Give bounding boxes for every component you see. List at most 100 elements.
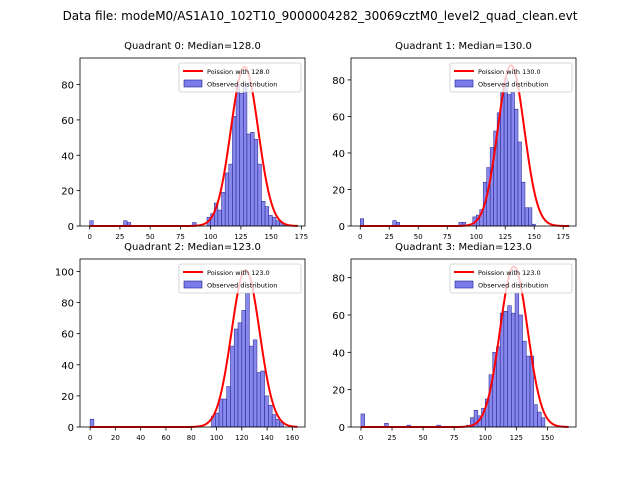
y-tick-label: 60 [61,116,74,127]
x-tick-label: 150 [541,434,554,442]
x-tick-label: 25 [115,233,124,241]
histogram-bar [275,418,280,428]
histogram-bar [256,372,262,428]
panel-title: Quadrant 1: Median=130.0 [395,41,532,52]
x-tick-label: 0 [358,233,362,241]
axes-frame [350,57,577,227]
y-tick-label: 20 [332,386,345,397]
histogram-bar [268,215,273,227]
histogram-bar [217,209,222,227]
x-tick-label: 160 [286,434,299,442]
x-tick-label: 60 [161,434,170,442]
legend-label-poisson: Poission with 130.0 [478,68,541,76]
x-tick-label: 100 [479,434,492,442]
y-tick-label: 60 [61,330,74,341]
y-tick-label: 20 [61,187,74,198]
histogram-bar [222,398,227,428]
histogram-bar [510,92,515,227]
histogram-bar [518,314,523,428]
x-tick-label: 0 [88,434,92,442]
y-tick-label: 0 [339,423,345,434]
histogram-bar [233,328,239,428]
histogram-bar [268,404,273,428]
x-tick-label: 25 [388,434,397,442]
x-tick-label: 150 [528,233,541,241]
histogram-bar [522,340,527,428]
x-tick-label: 75 [176,233,185,241]
x-tick-label: 100 [210,434,223,442]
axes-frame [79,258,306,428]
legend-bar-swatch [183,79,203,88]
panel-quadrant-1: Quadrant 1: Median=130.0 0 25 50 75 100 125 15… [332,41,577,241]
histogram-bar [260,370,265,428]
histogram-bar [526,355,531,428]
y-tick-label: 60 [332,311,345,322]
y-tick-label: 40 [61,361,74,372]
histogram-bar [537,411,542,428]
x-tick-label: 150 [264,233,277,241]
y-tick-label: 40 [332,348,345,359]
axes-frame [350,258,577,428]
legend-box [178,62,302,93]
x-tick-label: 25 [385,233,394,241]
panel-title: Quadrant 0: Median=128.0 [124,41,261,52]
x-tick-label: 125 [234,233,247,241]
histogram-bar [218,398,224,428]
histogram-bar [517,141,522,227]
x-tick-label: 120 [235,434,248,442]
x-tick-label: 75 [443,233,452,241]
histogram-bar [257,163,262,227]
x-tick-label: 0 [87,233,91,241]
histogram-bar [360,413,365,428]
histogram-bar [215,412,220,428]
axes-frame [79,57,306,227]
legend-label-observed: Observed distribution [478,282,548,290]
y-tick-label: 0 [68,222,74,233]
histogram-bar [272,216,277,227]
legend-box [449,62,573,93]
histogram-bar [237,322,243,428]
histogram-bar [507,94,512,227]
x-tick-label: 140 [260,434,273,442]
histogram-bar [503,77,508,227]
histogram-bar [514,108,519,227]
histogram-bar [496,346,501,428]
histogram-bar [228,163,233,227]
histogram-bar [511,312,516,428]
histogram-bar [249,345,254,428]
histogram-bar [261,200,266,227]
x-tick-label: 80 [187,434,196,442]
histogram-bar [226,386,231,428]
y-tick-label: 80 [61,299,74,310]
histogram-bar [241,310,246,428]
y-tick-label: 0 [68,423,74,434]
y-tick-label: 40 [332,149,345,160]
legend-bar-swatch [183,280,203,289]
legend-bar-swatch [454,79,474,88]
histogram-bar [540,417,546,428]
histogram-bar [230,345,235,428]
y-tick-label: 40 [61,151,74,162]
histogram-bar [224,172,230,227]
x-tick-label: 50 [414,233,423,241]
y-tick-label: 20 [61,392,74,403]
histogram-bar [264,395,269,428]
x-tick-label: 0 [359,434,363,442]
legend-box [449,263,573,294]
panel-title: Quadrant 3: Median=123.0 [395,242,532,253]
histogram-bar [514,292,520,428]
histogram-bar [524,207,529,227]
histogram-bar [275,220,280,227]
histogram-bar [239,93,244,227]
x-tick-label: 50 [146,233,155,241]
histogram-bar [253,139,259,227]
x-tick-label: 20 [111,434,120,442]
panel-quadrant-2: Quadrant 2: Median=123.0 0 20 40 60 80 100 120… [55,242,306,442]
legend-bar-swatch [454,280,474,289]
histogram-bar [235,84,240,227]
y-tick-label: 60 [332,112,345,123]
y-tick-label: 100 [55,267,74,278]
histogram-bar [271,414,277,428]
legend-label-poisson: Poission with 123.0 [207,269,270,277]
